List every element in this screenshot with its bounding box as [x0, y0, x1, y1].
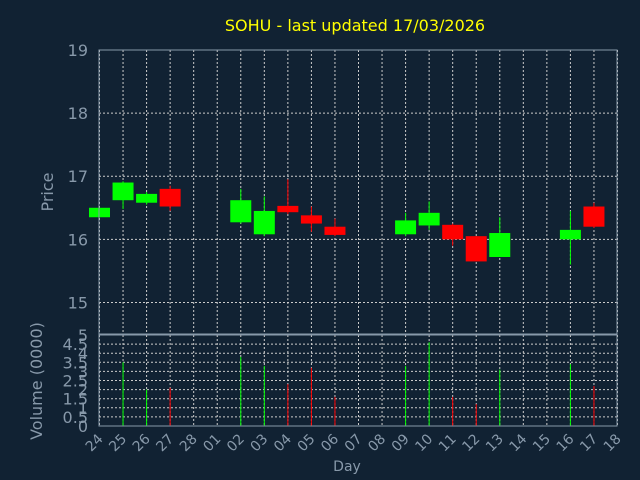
- chart-title: SOHU - last updated 17/03/2026: [225, 16, 485, 35]
- candle-body: [230, 200, 252, 223]
- volume-tick-label: 2.5: [63, 372, 88, 391]
- price-plot-frame: [98, 49, 618, 335]
- volume-tick-label: 3.5: [63, 353, 88, 372]
- candle-body: [395, 220, 417, 235]
- volume-plot-frame: [98, 334, 618, 427]
- candle-body: [277, 205, 299, 213]
- volume-tick-label: 3: [78, 362, 88, 381]
- volume-tick-label: 2: [78, 381, 88, 400]
- volume-tick-label: 4.5: [63, 335, 88, 354]
- volume-tick-label: 1: [78, 399, 88, 418]
- volume-tick-label: 1.5: [63, 390, 88, 409]
- candle-body: [442, 224, 464, 240]
- candle-body: [253, 210, 275, 235]
- candle-body: [418, 212, 440, 226]
- volume-tick-label: 4: [78, 344, 88, 363]
- plot-frames: [98, 49, 618, 427]
- price-tick-label: 16: [68, 230, 88, 249]
- candle-body: [300, 215, 322, 224]
- volume-axis-label: Volume (0000): [27, 322, 46, 440]
- price-axis-label: Price: [38, 172, 57, 211]
- candle-body: [583, 206, 605, 227]
- candle-body: [136, 193, 158, 203]
- candle-body: [465, 236, 487, 262]
- candlesticks: [89, 179, 605, 265]
- candle-body: [559, 229, 581, 240]
- day-axis-label: Day: [333, 459, 361, 475]
- price-tick-label: 19: [68, 41, 88, 60]
- candle-body: [159, 188, 181, 207]
- volume-tick-label: 5: [78, 326, 88, 345]
- volume-bars: [122, 342, 595, 426]
- candle-body: [324, 226, 346, 235]
- price-tick-label: 17: [68, 167, 88, 186]
- candle-body: [112, 182, 134, 201]
- candle-body: [489, 233, 511, 258]
- price-tick-label: 18: [68, 104, 88, 123]
- price-tick-label: 15: [68, 293, 88, 312]
- volume-tick-label: 0.5: [63, 408, 88, 427]
- volume-tick-label: 0: [78, 417, 88, 436]
